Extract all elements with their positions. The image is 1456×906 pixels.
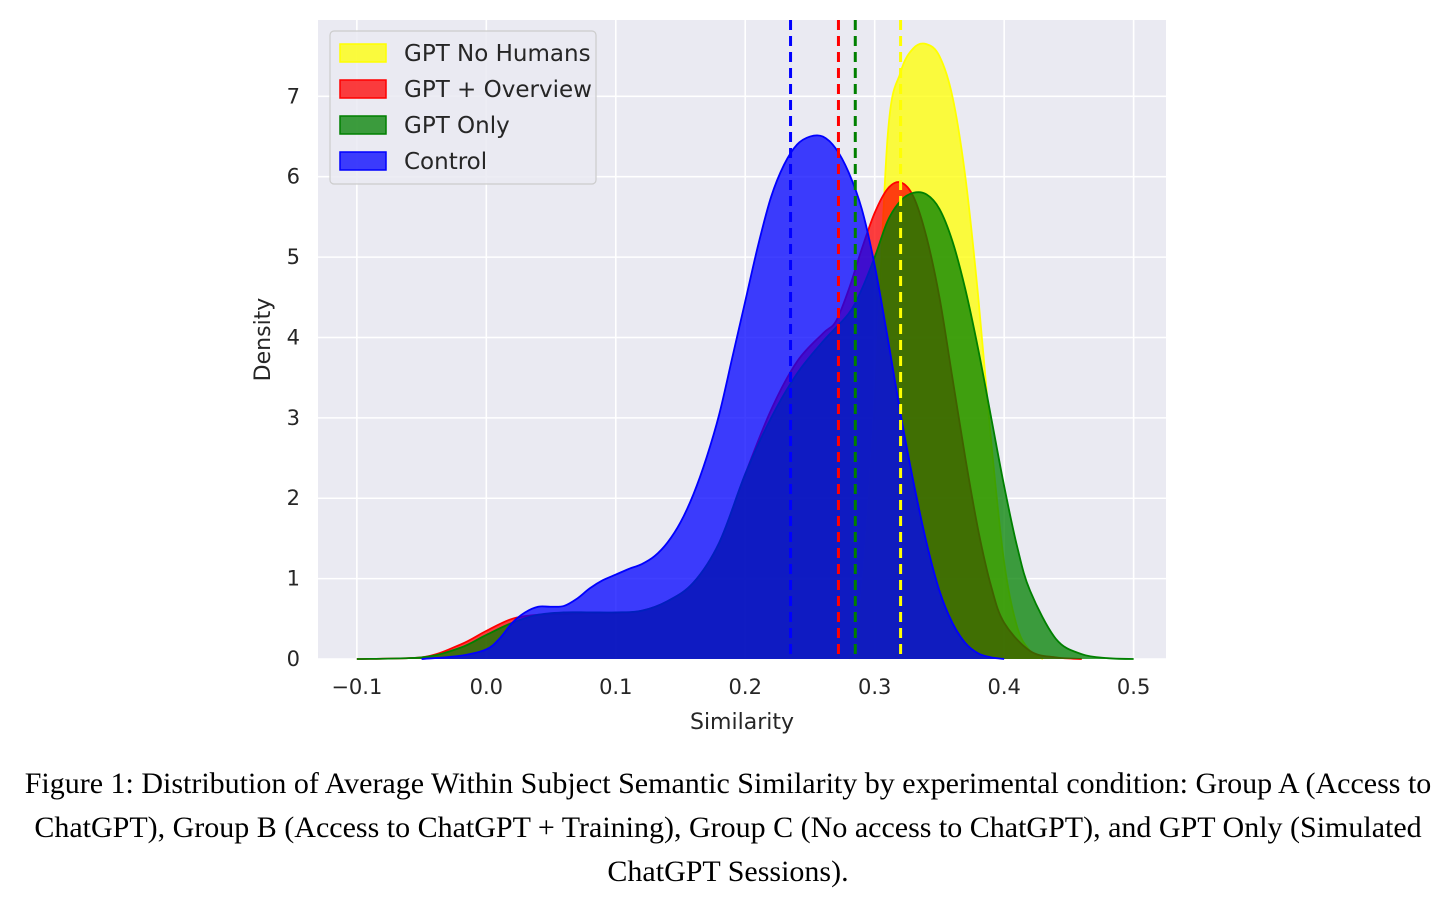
x-tick-label: 0.3	[858, 675, 891, 699]
y-tick-label: 0	[287, 647, 300, 671]
legend: GPT No Humans GPT + Overview GPT Only Contr…	[329, 30, 597, 185]
legend-swatch-gpt-overview	[339, 79, 387, 99]
y-tick-label: 2	[287, 486, 300, 510]
density-chart: −0.1 0.0 0.1 0.2 0.3 0.4 0.5 0 1 2 3 4 5 6 7 Similari…	[251, 20, 1166, 735]
legend-label-gpt-overview: GPT + Overview	[404, 77, 592, 103]
legend-swatch-gpt-no-humans	[339, 43, 387, 63]
y-tick-labels: 0 1 2 3 4 5 6 7	[287, 84, 300, 671]
x-tick-label: 0.5	[1117, 675, 1150, 699]
x-tick-label: 0.1	[599, 675, 632, 699]
x-tick-label: −0.1	[331, 675, 382, 699]
y-tick-label: 6	[287, 165, 300, 189]
legend-swatch-gpt-only	[339, 115, 387, 135]
x-tick-label: 0.2	[729, 675, 762, 699]
legend-swatch-control	[339, 151, 387, 171]
x-axis-label: Similarity	[690, 710, 794, 735]
x-tick-label: 0.0	[470, 675, 503, 699]
y-tick-label: 7	[287, 84, 300, 108]
figure-caption: Figure 1: Distribution of Average Within…	[24, 767, 1432, 888]
x-tick-labels: −0.1 0.0 0.1 0.2 0.3 0.4 0.5	[331, 675, 1150, 699]
x-tick-label: 0.4	[987, 675, 1020, 699]
y-tick-label: 4	[287, 325, 300, 349]
y-tick-label: 1	[287, 567, 300, 591]
legend-frame	[329, 30, 597, 185]
y-axis-label: Density	[251, 298, 276, 382]
line-control	[421, 134, 1005, 660]
legend-label-gpt-only: GPT Only	[404, 113, 510, 139]
mean-lines	[789, 20, 903, 659]
area-gpt-only	[356, 192, 1134, 659]
legend-label-gpt-no-humans: GPT No Humans	[404, 41, 591, 67]
legend-label-control: Control	[404, 149, 487, 175]
y-tick-label: 5	[287, 245, 300, 269]
area-control	[421, 135, 1005, 659]
y-tick-label: 3	[287, 406, 300, 430]
